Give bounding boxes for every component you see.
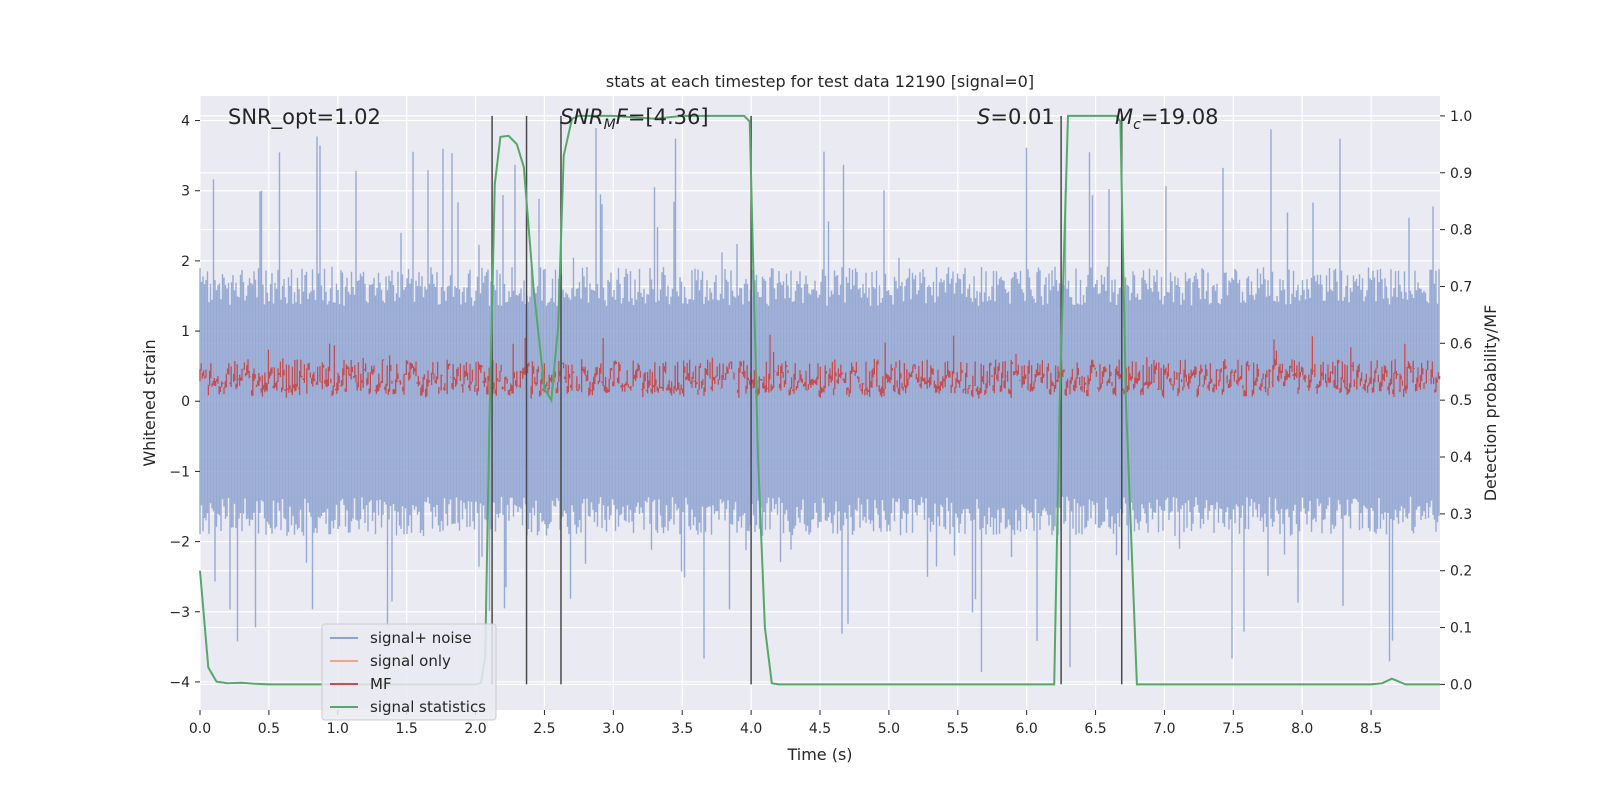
- y2-tick-label-7: 0.7: [1450, 279, 1472, 295]
- x-tick-label-4: 2.0: [464, 721, 486, 737]
- legend-box: [321, 623, 497, 721]
- x-tick-label-7: 3.5: [671, 721, 693, 737]
- x-tick-label-8: 4.0: [740, 721, 762, 737]
- snr-mf-sub: M: [604, 117, 616, 133]
- legend-label-mf: MF: [370, 675, 392, 693]
- s-value: =0.01: [990, 105, 1054, 129]
- annotation-snr-opt: SNR_opt=1.02: [228, 105, 381, 130]
- x-tick-label-13: 6.5: [1084, 721, 1106, 737]
- y2-tick-label-5: 0.5: [1450, 393, 1472, 409]
- legend-label-signal-only: signal only: [370, 652, 451, 670]
- x-tick-label-15: 7.5: [1222, 721, 1244, 737]
- x-tick-label-14: 7.0: [1153, 721, 1175, 737]
- mc-value: =19.08: [1141, 105, 1219, 129]
- y2-tick-label-1: 0.1: [1450, 621, 1472, 637]
- y2-axis-ticks: 0.0 0.1 0.2 0.3 0.4 0.5 0.6 0.7 0.8 0.9 1.0: [1440, 109, 1472, 693]
- legend-label-signal-noise: signal+ noise: [370, 629, 472, 647]
- x-tick-label-11: 5.5: [947, 721, 969, 737]
- y2-tick-label-2: 0.2: [1450, 564, 1472, 580]
- x-axis-label: Time (s): [786, 745, 852, 764]
- x-axis-ticks: 0.0 0.5 1.0 1.5 2.0 2.5 3.0 3.5 4.0 4.5 5.0 5.5 6.0 6…: [189, 710, 1382, 737]
- x-tick-label-9: 4.5: [809, 721, 831, 737]
- y2-tick-label-8: 0.8: [1450, 223, 1472, 239]
- snr-mf-value: =[4.36]: [628, 105, 709, 129]
- x-tick-label-3: 1.5: [396, 721, 418, 737]
- y-tick-label-1: −3: [169, 605, 190, 621]
- y-tick-label-2: −2: [169, 535, 190, 551]
- x-tick-label-12: 6.0: [1016, 721, 1038, 737]
- x-tick-label-10: 5.0: [878, 721, 900, 737]
- x-tick-label-6: 3.0: [602, 721, 624, 737]
- y-tick-label-5: 1: [181, 324, 190, 340]
- y2-tick-label-10: 1.0: [1450, 109, 1472, 125]
- snr-mf-tail: F: [616, 105, 629, 129]
- y-tick-label-4: 0: [181, 394, 190, 410]
- annotation-snr-mf: SNRMF=[4.36]: [560, 105, 709, 133]
- mc-sub: c: [1133, 117, 1141, 133]
- mc-symbol: M: [1115, 105, 1133, 129]
- y2-axis-label: Detection probability/MF: [1481, 305, 1500, 502]
- x-tick-label-2: 1.0: [327, 721, 349, 737]
- legend: signal+ noise signal only MF signal stat…: [321, 623, 497, 721]
- y2-tick-label-9: 0.9: [1450, 166, 1472, 182]
- chart-title: stats at each timestep for test data 121…: [606, 72, 1034, 91]
- annotation-s: S=0.01: [977, 105, 1055, 129]
- annotation-mc: Mc=19.08: [1115, 105, 1219, 133]
- y2-tick-label-4: 0.4: [1450, 450, 1472, 466]
- y-axis-label: Whitened strain: [140, 339, 159, 466]
- y-tick-label-8: 4: [181, 114, 190, 130]
- snr-mf-italic: SNR: [560, 105, 604, 129]
- x-tick-label-0: 0.0: [189, 721, 211, 737]
- x-tick-label-5: 2.5: [533, 721, 555, 737]
- y2-tick-label-6: 0.6: [1450, 336, 1472, 352]
- legend-label-signal-statistics: signal statistics: [370, 698, 486, 716]
- y-tick-label-7: 3: [181, 184, 190, 200]
- y-tick-label-3: −1: [169, 464, 190, 480]
- s-symbol: S: [977, 105, 990, 129]
- y2-tick-label-0: 0.0: [1450, 677, 1472, 693]
- y-tick-label-6: 2: [181, 254, 190, 270]
- y-tick-label-0: −4: [169, 675, 190, 691]
- x-tick-label-16: 8.0: [1291, 721, 1313, 737]
- y2-tick-label-3: 0.3: [1450, 507, 1472, 523]
- x-tick-label-17: 8.5: [1360, 721, 1382, 737]
- y-axis-ticks: −4 −3 −2 −1 0 1 2 3 4: [169, 114, 200, 691]
- x-tick-label-1: 0.5: [258, 721, 280, 737]
